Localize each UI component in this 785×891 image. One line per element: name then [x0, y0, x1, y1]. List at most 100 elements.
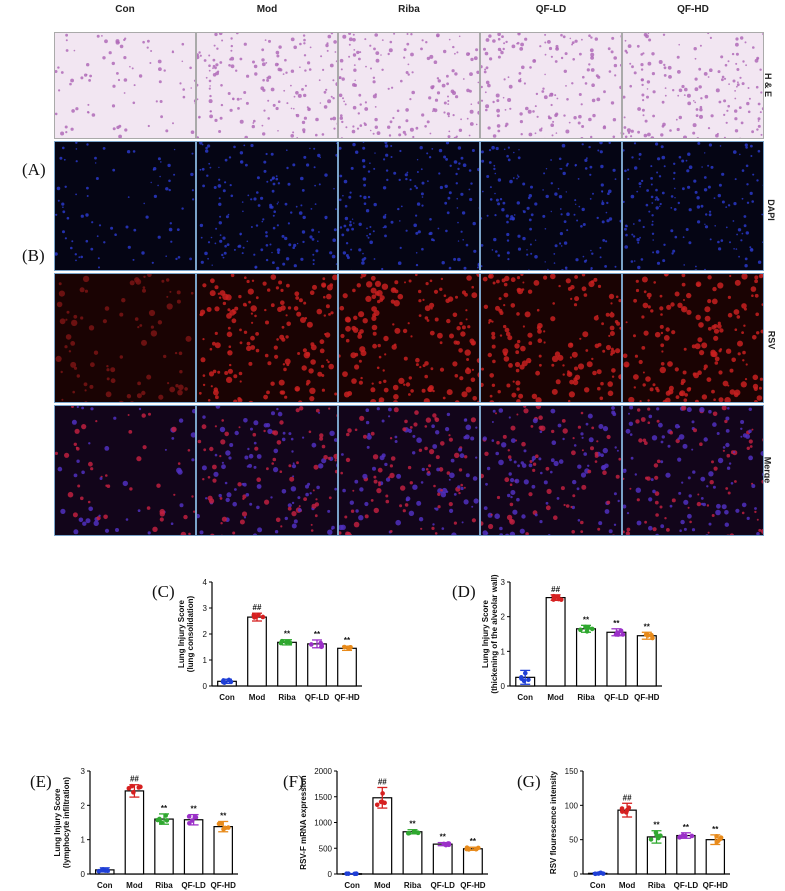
chart-f-point-3-4	[446, 841, 452, 846]
chart-e-point-2-4	[158, 820, 164, 825]
chart-e-annotation-3: **	[190, 805, 197, 814]
chart-g-ytick-label-3: 150	[565, 767, 579, 776]
chart-d-point-4-4	[650, 635, 655, 641]
chart-d-point-3-4	[615, 632, 621, 637]
chart-e-point-1-1	[136, 785, 142, 790]
panel-letter-a: (A)	[22, 160, 46, 179]
chart-e-xlabel-0: Con	[97, 881, 113, 890]
chart-d-point-0-3	[522, 670, 528, 676]
chart-g-point-2-4	[648, 837, 654, 842]
chart-f-xlabel-3: QF-LD	[430, 881, 455, 890]
chart-f-ytick-label-0: 0	[328, 870, 333, 879]
micrograph-rsv-riba	[338, 273, 480, 403]
chart-d-xlabel-1: Mod	[547, 693, 564, 702]
micrograph-merge-qf-ld	[480, 405, 622, 536]
column-header-qf-hd: QF-HD	[677, 4, 709, 15]
chart-g-annotation-4: **	[712, 825, 719, 834]
chart-g-letter: (G)	[517, 772, 541, 791]
chart-f-letter: (F)	[283, 772, 304, 791]
chart-f-ytick-label-1: 500	[319, 844, 333, 853]
chart-d-point-3-2	[620, 632, 626, 637]
chart-g-point-3-0	[689, 833, 695, 839]
chart-d-point-1-2	[556, 596, 561, 602]
chart-d-point-2-4	[586, 625, 591, 631]
micrograph-merge-mod	[196, 405, 338, 536]
chart-d-bar-2	[575, 628, 597, 687]
chart-g-point-1-4	[626, 805, 632, 811]
chart-c-annotation-1: ##	[253, 603, 262, 612]
chart-c-ylabel-line1: Lung Injury Score	[177, 599, 186, 668]
chart-d-point-2-3	[589, 626, 595, 632]
chart-e-xlabel-2: Riba	[155, 881, 173, 890]
chart-g-ytick-label-2: 100	[565, 801, 579, 810]
chart-c-xlabel-4: QF-HD	[334, 693, 360, 702]
chart-e-ytick-label-1: 1	[81, 836, 86, 845]
chart-f-annotation-1: ##	[378, 777, 387, 786]
chart-f-ytick-label-2: 1000	[314, 819, 332, 828]
chart-e-point-0-4	[96, 868, 102, 874]
chart-c-xlabel-1: Mod	[249, 693, 266, 702]
chart-g-bar-3	[676, 834, 696, 875]
micrograph-dapi-qf-hd	[622, 141, 764, 271]
chart-e-point-2-3	[157, 816, 162, 822]
panel-letter-b: (B)	[22, 246, 45, 265]
chart-d-letter: (D)	[452, 582, 476, 601]
chart-d-annotation-2: **	[583, 615, 590, 624]
chart-e-xlabel-1: Mod	[126, 881, 143, 890]
chart-e-point-4-3	[221, 826, 226, 832]
chart-c-bar-2	[277, 641, 297, 687]
chart-d-ylabel-line1: Lung Injury Score	[481, 599, 490, 668]
chart-c-xlabel-3: QF-LD	[305, 693, 330, 702]
chart-d-point-2-2	[578, 627, 583, 633]
chart-c-point-2-1	[278, 640, 284, 646]
micrograph-dapi-riba	[338, 141, 480, 271]
chart-g-annotation-2: **	[653, 821, 660, 830]
chart-d-point-0-4	[521, 678, 527, 684]
chart-g-xlabel-4: QF-HD	[703, 881, 729, 890]
column-header-con: Con	[115, 4, 135, 15]
chart-f-xlabel-0: Con	[344, 881, 360, 890]
chart-f-point-0-4	[344, 871, 349, 876]
chart-f-point-2-4	[406, 830, 412, 836]
chart-d-point-2-1	[584, 629, 590, 634]
chart-f-xlabel-1: Mod	[374, 881, 391, 890]
chart-e-ytick-label-2: 2	[81, 801, 86, 810]
chart-d-ylabel-line2: (thickening of the alveolar wall)	[490, 574, 499, 693]
chart-e-xlabel-3: QF-LD	[181, 881, 206, 890]
chart-c-xlabel-2: Riba	[278, 693, 296, 702]
micrograph-dapi-qf-ld	[480, 141, 622, 271]
chart-e-point-0-3	[105, 868, 110, 873]
chart-d-point-1-4	[551, 597, 556, 602]
chart-f-bar-1	[372, 797, 393, 875]
chart-e-xlabel-4: QF-HD	[211, 881, 237, 890]
chart-c-ylabel-line2: (lung consolidation)	[186, 595, 195, 672]
chart-c-ytick-label-0: 0	[203, 682, 208, 691]
column-header-mod: Mod	[256, 4, 278, 15]
chart-e-letter: (E)	[30, 772, 52, 791]
micrograph-rsv-con	[54, 273, 196, 403]
chart-d-ytick-label-2: 2	[501, 613, 506, 622]
chart-g-xlabel-0: Con	[590, 881, 606, 890]
chart-f-point-1-2	[382, 800, 387, 806]
chart-e-point-3-0	[186, 814, 192, 819]
chart-c-point-3-1	[309, 642, 314, 647]
chart-e-point-3-4	[189, 818, 195, 823]
chart-f-bar-2	[402, 831, 423, 875]
chart-e-annotation-2: **	[161, 804, 168, 813]
micrograph-he-riba	[338, 32, 480, 139]
chart-f-point-4-4	[473, 846, 479, 852]
chart-c-point-0-3	[220, 679, 226, 685]
chart-e-point-3-1	[187, 820, 192, 826]
chart-e-bar-3	[183, 819, 204, 875]
chart-e-point-1-2	[131, 790, 136, 795]
chart-c-ytick-label-4: 4	[203, 578, 208, 587]
chart-g-point-1-1	[619, 809, 625, 814]
chart-e-point-2-2	[164, 818, 170, 823]
chart-g-point-0-4	[593, 871, 598, 877]
chart-f-annotation-3: **	[440, 833, 447, 842]
chart-e-point-1-4	[126, 786, 132, 791]
chart-g-annotation-1: ##	[623, 793, 632, 802]
micrograph-he-con	[54, 32, 196, 139]
chart-c-annotation-2: **	[284, 630, 291, 639]
